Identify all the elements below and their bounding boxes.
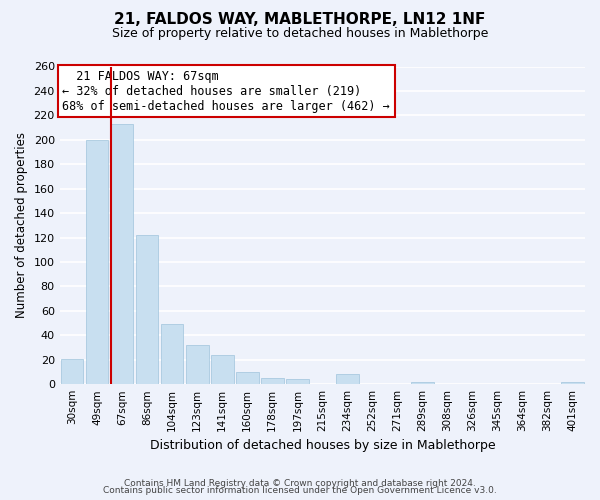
Bar <box>411 382 434 384</box>
Bar <box>336 374 359 384</box>
Text: Contains HM Land Registry data © Crown copyright and database right 2024.: Contains HM Land Registry data © Crown c… <box>124 478 476 488</box>
Bar <box>261 378 284 384</box>
Bar <box>111 124 133 384</box>
Text: 21, FALDOS WAY, MABLETHORPE, LN12 1NF: 21, FALDOS WAY, MABLETHORPE, LN12 1NF <box>115 12 485 28</box>
Bar <box>136 235 158 384</box>
Bar <box>561 382 584 384</box>
Text: Size of property relative to detached houses in Mablethorpe: Size of property relative to detached ho… <box>112 28 488 40</box>
Bar <box>211 355 233 384</box>
Bar <box>186 345 209 384</box>
Bar <box>286 380 308 384</box>
Text: 21 FALDOS WAY: 67sqm  
← 32% of detached houses are smaller (219)
68% of semi-de: 21 FALDOS WAY: 67sqm ← 32% of detached h… <box>62 70 390 112</box>
Bar <box>61 358 83 384</box>
Y-axis label: Number of detached properties: Number of detached properties <box>15 132 28 318</box>
Bar <box>86 140 109 384</box>
Bar <box>161 324 184 384</box>
X-axis label: Distribution of detached houses by size in Mablethorpe: Distribution of detached houses by size … <box>149 440 495 452</box>
Text: Contains public sector information licensed under the Open Government Licence v3: Contains public sector information licen… <box>103 486 497 495</box>
Bar <box>236 372 259 384</box>
